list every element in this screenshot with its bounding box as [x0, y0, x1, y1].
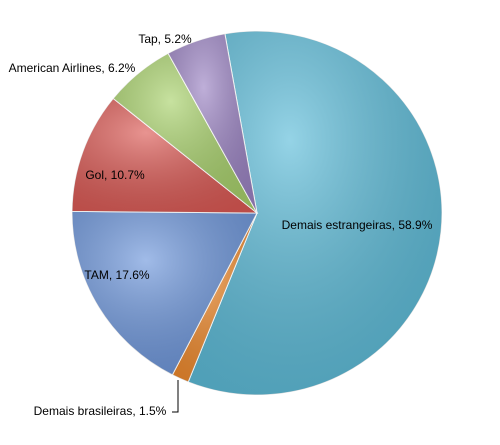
data-label: Gol, 10.7% — [85, 168, 145, 182]
slice-shade — [72, 98, 258, 213]
slice-shade — [72, 211, 257, 375]
slice-shade — [188, 31, 442, 396]
leader-line — [172, 380, 179, 413]
data-label: Tap, 5.2% — [138, 32, 192, 46]
pie — [71, 30, 443, 396]
data-label: Demais estrangeiras, 58.9% — [282, 218, 433, 232]
slice-shade — [113, 53, 257, 214]
slice-shade — [168, 33, 257, 214]
slice-shade — [172, 213, 257, 382]
data-label: American Airlines, 6.2% — [9, 61, 136, 75]
data-label: Demais brasileiras, 1.5% — [34, 404, 167, 418]
data-label: TAM, 17.6% — [84, 268, 149, 282]
